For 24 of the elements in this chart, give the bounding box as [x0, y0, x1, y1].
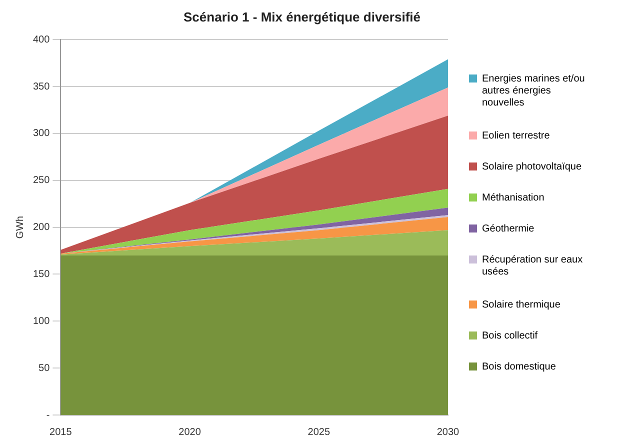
y-tick-label: 250	[32, 175, 50, 186]
y-tick-label: 400	[32, 34, 50, 46]
legend-label: Récupération sur eaux usées	[482, 254, 583, 278]
x-tick-label: 2020	[178, 426, 202, 438]
legend-label: Solaire thermique	[482, 299, 561, 310]
y-tick-label: 200	[32, 222, 50, 234]
y-tick-label: 300	[32, 128, 50, 140]
y-axis-title: GWh	[14, 216, 26, 239]
legend-label: Solaire photovoltaïque	[482, 161, 582, 172]
chart-title: Scénario 1 - Mix énergétique diversifié	[184, 9, 420, 24]
y-tick-label: 350	[32, 81, 50, 92]
legend-label: Méthanisation	[482, 192, 544, 204]
y-tick-label: -	[46, 410, 50, 421]
legend-label: Eolien terrestre	[482, 130, 550, 142]
y-tick-label: 50	[38, 362, 50, 374]
y-tick-label: 150	[32, 268, 50, 280]
legend-label: Bois collectif	[482, 330, 538, 342]
legend-label: Géothermie	[482, 223, 535, 234]
x-tick-label: 2025	[308, 426, 330, 438]
legend-label: Bois domestique	[482, 361, 556, 372]
x-tick-label: 2015	[50, 426, 72, 438]
y-tick-label: 100	[32, 316, 50, 327]
x-tick-label: 2030	[436, 426, 460, 438]
legend-label: Energies marines et/ou autres énergies nouvelles	[482, 73, 585, 108]
